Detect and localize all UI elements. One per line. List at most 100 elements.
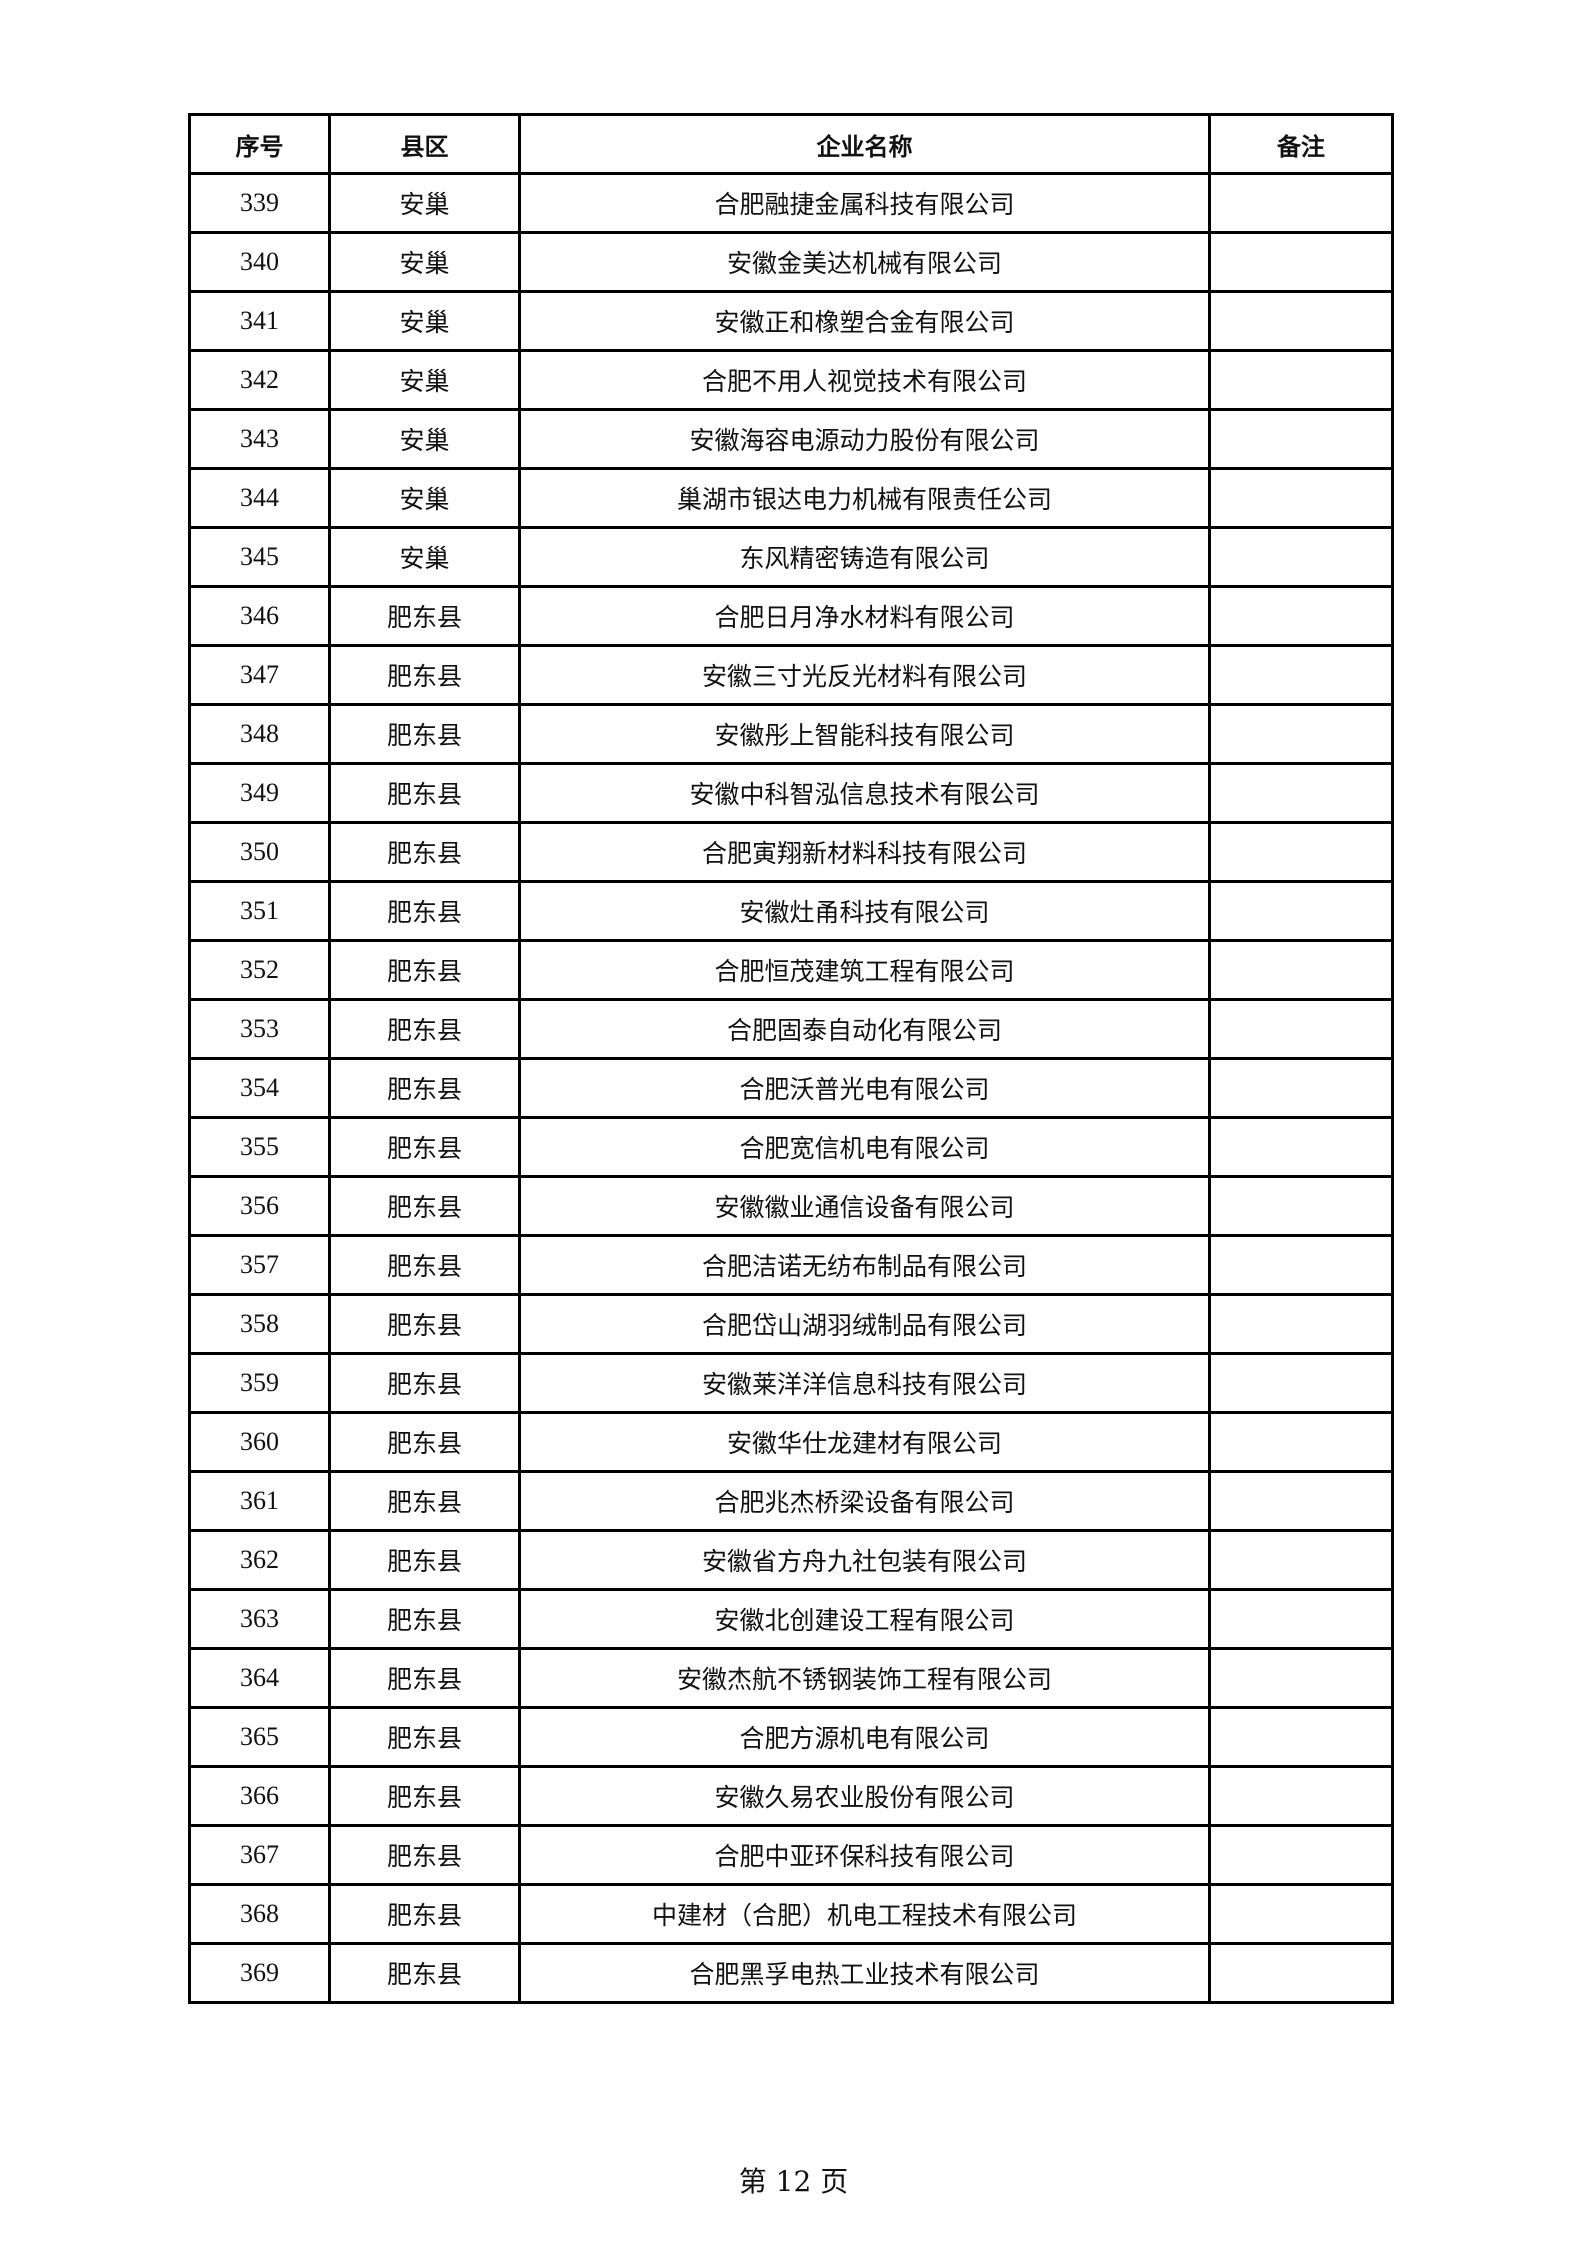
- cell-company: 安徽正和橡塑合金有限公司: [518, 290, 1211, 352]
- cell-company: 东风精密铸造有限公司: [518, 526, 1211, 588]
- table-row: 348 肥东县 安徽彤上智能科技有限公司: [188, 703, 1394, 765]
- cell-serial: 340: [188, 231, 331, 293]
- cell-note: [1208, 939, 1394, 1001]
- cell-serial: 365: [188, 1706, 331, 1768]
- cell-note: [1208, 644, 1394, 706]
- cell-note: [1208, 172, 1394, 234]
- cell-company: 合肥宽信机电有限公司: [518, 1116, 1211, 1178]
- cell-serial: 345: [188, 526, 331, 588]
- table-row: 359 肥东县 安徽莱洋洋信息科技有限公司: [188, 1352, 1394, 1414]
- table-row: 347 肥东县 安徽三寸光反光材料有限公司: [188, 644, 1394, 706]
- cell-serial: 344: [188, 467, 331, 529]
- cell-company: 安徽省方舟九社包装有限公司: [518, 1529, 1211, 1591]
- cell-company: 安徽北创建设工程有限公司: [518, 1588, 1211, 1650]
- cell-company: 安徽金美达机械有限公司: [518, 231, 1211, 293]
- cell-serial: 349: [188, 762, 331, 824]
- table-row: 360 肥东县 安徽华仕龙建材有限公司: [188, 1411, 1394, 1473]
- cell-note: [1208, 585, 1394, 647]
- header-serial: 序号: [188, 113, 331, 175]
- table-header-row: 序号 县区 企业名称 备注: [188, 113, 1394, 175]
- cell-district: 肥东县: [328, 1352, 521, 1414]
- cell-company: 合肥固泰自动化有限公司: [518, 998, 1211, 1060]
- cell-company: 合肥日月净水材料有限公司: [518, 585, 1211, 647]
- cell-company: 合肥洁诺无纺布制品有限公司: [518, 1234, 1211, 1296]
- cell-district: 肥东县: [328, 1470, 521, 1532]
- cell-note: [1208, 1057, 1394, 1119]
- page-number: 第 12 页: [738, 2165, 849, 2198]
- cell-serial: 341: [188, 290, 331, 352]
- cell-company: 合肥黑孚电热工业技术有限公司: [518, 1942, 1211, 2004]
- cell-serial: 357: [188, 1234, 331, 1296]
- cell-serial: 364: [188, 1647, 331, 1709]
- cell-note: [1208, 1942, 1394, 2004]
- cell-serial: 350: [188, 821, 331, 883]
- cell-note: [1208, 1588, 1394, 1650]
- table-row: 358 肥东县 合肥岱山湖羽绒制品有限公司: [188, 1293, 1394, 1355]
- cell-note: [1208, 762, 1394, 824]
- cell-note: [1208, 1706, 1394, 1768]
- cell-district: 肥东县: [328, 1234, 521, 1296]
- cell-note: [1208, 1175, 1394, 1237]
- cell-note: [1208, 231, 1394, 293]
- cell-note: [1208, 1234, 1394, 1296]
- cell-serial: 362: [188, 1529, 331, 1591]
- cell-serial: 353: [188, 998, 331, 1060]
- cell-note: [1208, 408, 1394, 470]
- header-company: 企业名称: [518, 113, 1211, 175]
- cell-note: [1208, 1883, 1394, 1945]
- cell-company: 合肥中亚环保科技有限公司: [518, 1824, 1211, 1886]
- cell-company: 安徽徽业通信设备有限公司: [518, 1175, 1211, 1237]
- table-row: 353 肥东县 合肥固泰自动化有限公司: [188, 998, 1394, 1060]
- table-row: 352 肥东县 合肥恒茂建筑工程有限公司: [188, 939, 1394, 1001]
- cell-serial: 358: [188, 1293, 331, 1355]
- cell-note: [1208, 998, 1394, 1060]
- cell-district: 肥东县: [328, 644, 521, 706]
- cell-district: 肥东县: [328, 1175, 521, 1237]
- cell-serial: 363: [188, 1588, 331, 1650]
- cell-district: 安巢: [328, 231, 521, 293]
- cell-district: 安巢: [328, 290, 521, 352]
- cell-serial: 367: [188, 1824, 331, 1886]
- cell-company: 中建材（合肥）机电工程技术有限公司: [518, 1883, 1211, 1945]
- cell-district: 肥东县: [328, 1883, 521, 1945]
- cell-company: 安徽中科智泓信息技术有限公司: [518, 762, 1211, 824]
- cell-note: [1208, 703, 1394, 765]
- table-row: 363 肥东县 安徽北创建设工程有限公司: [188, 1588, 1394, 1650]
- cell-district: 安巢: [328, 526, 521, 588]
- cell-note: [1208, 880, 1394, 942]
- table-row: 356 肥东县 安徽徽业通信设备有限公司: [188, 1175, 1394, 1237]
- cell-district: 肥东县: [328, 762, 521, 824]
- cell-note: [1208, 1529, 1394, 1591]
- cell-note: [1208, 1824, 1394, 1886]
- cell-serial: 347: [188, 644, 331, 706]
- table-row: 342 安巢 合肥不用人视觉技术有限公司: [188, 349, 1394, 411]
- cell-district: 肥东县: [328, 1765, 521, 1827]
- cell-note: [1208, 1116, 1394, 1178]
- table-row: 354 肥东县 合肥沃普光电有限公司: [188, 1057, 1394, 1119]
- table-row: 345 安巢 东风精密铸造有限公司: [188, 526, 1394, 588]
- cell-district: 肥东县: [328, 585, 521, 647]
- cell-company: 合肥兆杰桥梁设备有限公司: [518, 1470, 1211, 1532]
- cell-serial: 360: [188, 1411, 331, 1473]
- cell-serial: 339: [188, 172, 331, 234]
- cell-company: 合肥沃普光电有限公司: [518, 1057, 1211, 1119]
- cell-company: 合肥不用人视觉技术有限公司: [518, 349, 1211, 411]
- cell-company: 安徽华仕龙建材有限公司: [518, 1411, 1211, 1473]
- cell-serial: 361: [188, 1470, 331, 1532]
- cell-note: [1208, 290, 1394, 352]
- cell-district: 肥东县: [328, 1706, 521, 1768]
- table-row: 369 肥东县 合肥黑孚电热工业技术有限公司: [188, 1942, 1394, 2004]
- cell-serial: 346: [188, 585, 331, 647]
- cell-company: 合肥恒茂建筑工程有限公司: [518, 939, 1211, 1001]
- table-row: 344 安巢 巢湖市银达电力机械有限责任公司: [188, 467, 1394, 529]
- cell-district: 肥东县: [328, 1647, 521, 1709]
- cell-note: [1208, 1765, 1394, 1827]
- cell-note: [1208, 467, 1394, 529]
- cell-serial: 354: [188, 1057, 331, 1119]
- cell-company: 安徽三寸光反光材料有限公司: [518, 644, 1211, 706]
- cell-note: [1208, 1470, 1394, 1532]
- cell-district: 肥东县: [328, 1824, 521, 1886]
- table-row: 350 肥东县 合肥寅翔新材料科技有限公司: [188, 821, 1394, 883]
- cell-district: 肥东县: [328, 939, 521, 1001]
- cell-serial: 368: [188, 1883, 331, 1945]
